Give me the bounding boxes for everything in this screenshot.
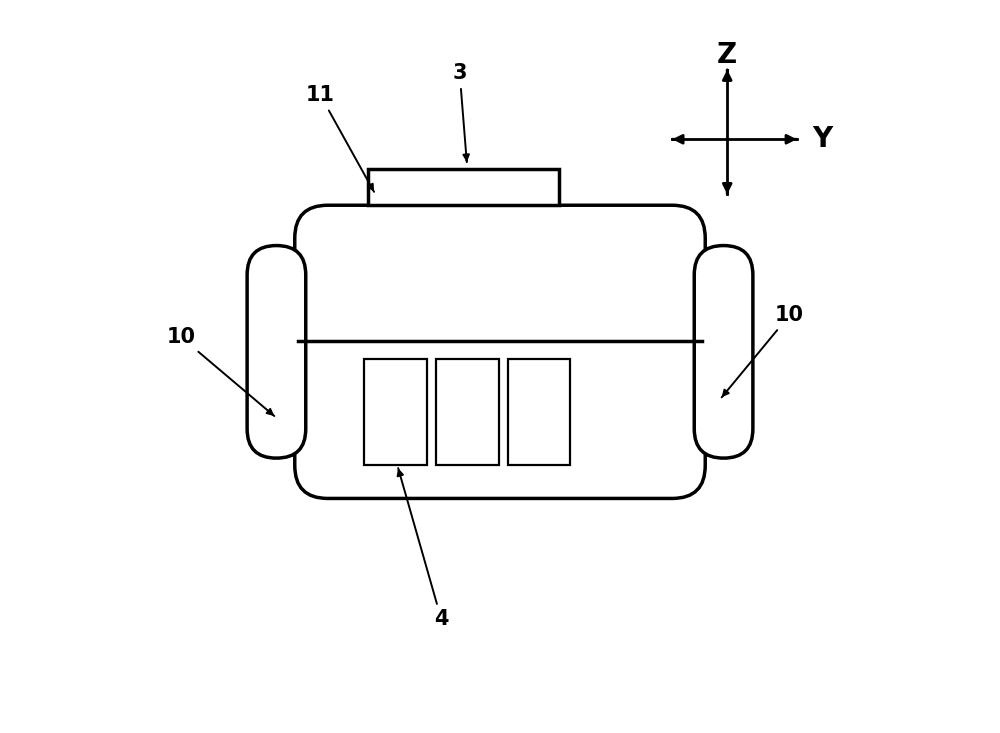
Text: 4: 4 [398,468,449,630]
Text: 10: 10 [167,327,274,416]
Bar [508,359,570,465]
Bar [364,359,427,465]
Text: 11: 11 [306,85,374,192]
Text: 3: 3 [452,63,467,162]
Text: 10: 10 [722,305,804,397]
FancyBboxPatch shape [295,205,705,498]
Bar [368,169,559,205]
Bar [436,359,499,465]
FancyBboxPatch shape [694,246,753,458]
FancyBboxPatch shape [247,246,306,458]
Text: Z: Z [717,41,737,69]
Text: Y: Y [812,125,833,153]
